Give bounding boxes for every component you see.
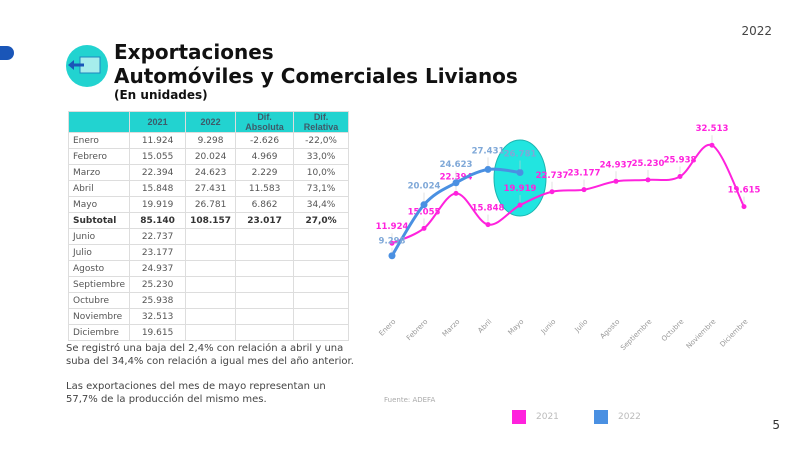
table-cell — [293, 324, 350, 341]
x-tick-label: Diciembre — [718, 318, 749, 349]
data-point — [420, 201, 428, 209]
data-label: 24.937 — [600, 160, 633, 170]
data-label: 25.938 — [664, 156, 697, 166]
data-point — [452, 179, 460, 187]
data-label: 25.230 — [632, 159, 665, 169]
legend-2022: 2022 — [594, 410, 641, 424]
x-tick-label: Febrero — [405, 318, 429, 342]
table-row: Diciembre 19.615 — [67, 324, 350, 341]
data-point — [484, 165, 492, 173]
data-label: 22.737 — [536, 171, 569, 181]
table-row: Abril 15.848 27.431 11.583 73,1% — [67, 180, 350, 197]
data-point — [613, 178, 619, 184]
column-header: Dif. Absoluta — [235, 111, 295, 133]
data-label: 27.431 — [472, 146, 505, 156]
note-2: Las exportaciones del mes de mayo repres… — [66, 381, 326, 405]
data-label: 19.919 — [504, 184, 537, 194]
data-label: 9.298 — [379, 237, 406, 247]
table-cell: Diciembre — [67, 324, 131, 341]
legend-swatch-2022 — [594, 410, 608, 424]
table-row: Agosto 24.937 — [67, 260, 350, 277]
data-point — [645, 177, 651, 183]
data-label: 32.513 — [696, 124, 729, 134]
data-point — [709, 142, 715, 148]
table-row: Febrero 15.055 20.024 4.969 33,0% — [67, 148, 350, 165]
x-tick-label: Marzo — [441, 318, 462, 339]
column-header: Dif. Relativa — [293, 111, 350, 133]
truck-export-icon — [66, 45, 108, 87]
data-label: 23.177 — [568, 169, 601, 179]
note-1: Se registró una baja del 2,4% con relaci… — [66, 343, 354, 367]
table-row: Mayo 19.919 26.781 6.862 34,4% — [67, 196, 350, 213]
year-label: 2022 — [741, 24, 772, 38]
exports-table: 2021 2022 Dif. Absoluta Dif. Relativa Enero… — [67, 111, 350, 341]
data-point — [388, 252, 396, 260]
data-label: 15.055 — [408, 207, 441, 217]
data-point — [389, 240, 395, 246]
x-tick-label: Enero — [377, 318, 397, 338]
highlight-ellipse — [493, 139, 547, 217]
table-row: Noviembre 32.513 — [67, 308, 350, 325]
x-tick-label: Septiembre — [619, 318, 653, 352]
x-tick-label: Junio — [539, 318, 558, 337]
nav-tab — [0, 46, 14, 60]
x-tick-label: Agosto — [599, 318, 622, 341]
data-point — [516, 169, 524, 177]
data-point — [741, 204, 747, 210]
data-point — [549, 189, 555, 195]
page-subtitle: (En unidades) — [114, 88, 208, 102]
x-tick-label: Abril — [476, 318, 493, 335]
data-label: 24.623 — [440, 160, 473, 170]
data-point — [421, 225, 427, 231]
page-title: Exportaciones Automóviles y Comerciales L… — [114, 40, 518, 88]
table-row: Enero 11.924 9.298 -2.626 -22,0% — [67, 132, 350, 149]
table-row: Marzo 22.394 24.623 2.229 10,0% — [67, 164, 350, 181]
data-label: 15.848 — [472, 204, 505, 214]
data-label: 20.024 — [408, 182, 441, 192]
legend-2021: 2021 — [512, 410, 559, 424]
data-point — [453, 190, 459, 196]
legend-swatch-2021 — [512, 410, 526, 424]
data-label: 19.615 — [728, 186, 761, 196]
data-label: 11.924 — [376, 222, 409, 232]
source-note: Fuente: ADEFA — [384, 396, 436, 404]
table-row: Julio 23.177 — [67, 244, 350, 261]
data-label: 26.781 — [504, 150, 537, 160]
x-tick-label: Noviembre — [685, 318, 718, 351]
x-tick-label: Mayo — [506, 318, 525, 337]
data-point — [677, 174, 683, 180]
x-tick-label: Octubre — [660, 318, 685, 343]
column-header: 2022 — [185, 111, 237, 133]
page-number: 5 — [772, 418, 780, 432]
x-tick-label: Julio — [573, 318, 590, 335]
data-point — [517, 202, 523, 208]
data-point — [581, 187, 587, 193]
data-point — [485, 222, 491, 228]
